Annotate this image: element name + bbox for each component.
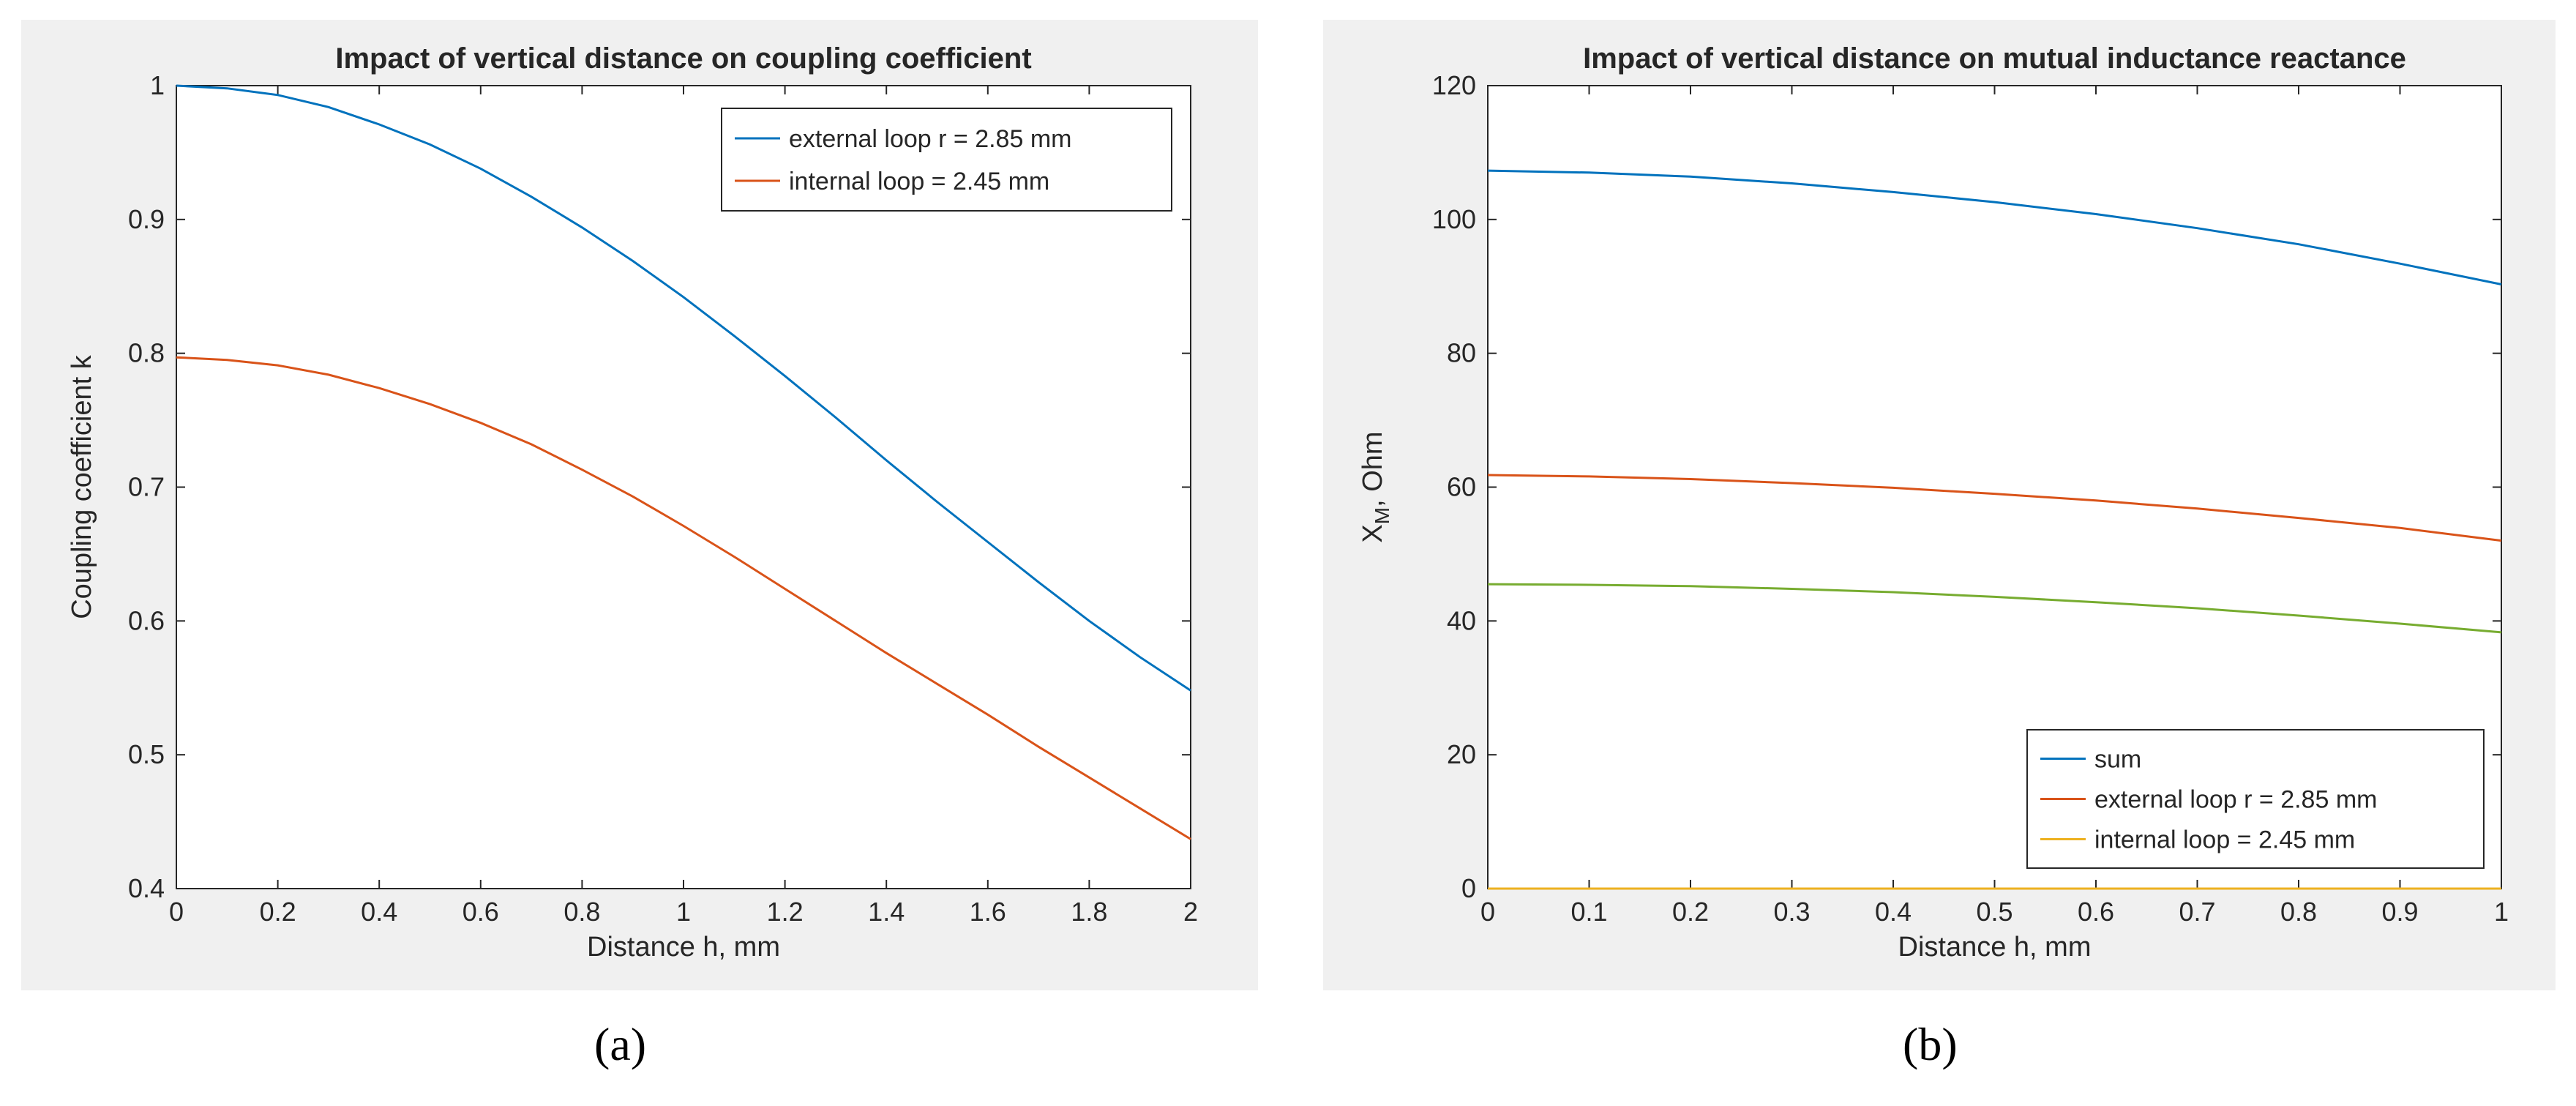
chart-a-x-tick-label: 0.6 <box>463 897 499 927</box>
chart-b-y-axis-label-main: X <box>1358 524 1388 542</box>
chart-a-y-tick-label: 0.5 <box>128 739 165 769</box>
chart-a-x-tick-label: 1.8 <box>1071 897 1107 927</box>
chart-b-x-tick-label: 0 <box>1480 897 1495 927</box>
chart-b-legend-label: internal loop = 2.45 mm <box>2094 826 2355 854</box>
chart-b-y-tick-label: 120 <box>1432 70 1476 100</box>
chart-b-legend-label: external loop r = 2.85 mm <box>2094 786 2377 814</box>
chart-a-y-tick-label: 1 <box>150 70 165 100</box>
chart-b-series-line-1 <box>1487 169 2502 285</box>
chart-b-x-tick-label: 0.3 <box>1773 897 1810 927</box>
chart-b-title: Impact of vertical distance on mutual in… <box>1583 42 2406 75</box>
chart-a-y-tick-label: 0.9 <box>128 204 165 234</box>
chart-a-title: Impact of vertical distance on coupling … <box>335 42 1031 75</box>
chart-b-y-tick-label: 80 <box>1447 338 1476 368</box>
chart-b-y-tick-label: 60 <box>1447 472 1476 502</box>
chart-b-y-tick-label: 100 <box>1432 204 1476 234</box>
chart-a-x-tick-label: 2 <box>1183 897 1198 927</box>
chart-a-x-tick-label: 0.2 <box>260 897 296 927</box>
chart-b-legend-label: sum <box>2094 746 2141 774</box>
chart-b-x-tick-label: 0.4 <box>1875 897 1912 927</box>
caption-a: (a) <box>594 1018 647 1070</box>
chart-b-x-tick-label: 0.7 <box>2179 897 2215 927</box>
chart-b-x-axis-label: Distance h, mm <box>1898 932 2092 963</box>
chart-b-y-axis-label-unit: , Ohm <box>1358 431 1388 507</box>
chart-a-plot-area <box>176 85 1191 889</box>
chart-a-x-axis-label: Distance h, mm <box>587 932 780 963</box>
chart-a-x-tick-label: 1 <box>676 897 691 927</box>
chart-b-y-tick-label: 0 <box>1461 873 1476 903</box>
chart-a-y-tick-label: 0.4 <box>128 873 165 903</box>
chart-b-series-line-4 <box>1487 583 2502 634</box>
chart-a-legend-box <box>721 108 1172 212</box>
chart-a-y-tick-label: 0.7 <box>128 472 165 502</box>
chart-a-x-tick-label: 0 <box>169 897 184 927</box>
chart-a-legend-label: external loop r = 2.85 mm <box>789 125 1071 153</box>
chart-a-x-tick-label: 1.2 <box>767 897 804 927</box>
chart-b-svg: 0 0.1 0.2 0.3 0.4 0.5 0.6 0.7 0.8 0.9 1 0 20 40 60 80 10… <box>1358 42 2509 963</box>
chart-a-x-tick-label: 0.4 <box>361 897 397 927</box>
chart-a-y-tick-label: 0.8 <box>128 338 165 368</box>
chart-b-y-tick-label: 20 <box>1447 739 1476 769</box>
chart-a-series-line-2 <box>176 356 1191 840</box>
chart-b-y-axis-label-sub: M <box>1371 507 1393 524</box>
chart-b-y-tick-label: 40 <box>1447 605 1476 635</box>
chart-b-x-tick-label: 0.2 <box>1672 897 1709 927</box>
chart-b-legend-box <box>2026 729 2485 869</box>
chart-a-svg: 0 0.2 0.4 0.6 0.8 1 1.2 1.4 1.6 1.8 2 0.4 0.5 0.6 0.7 0… <box>67 42 1198 963</box>
chart-a-y-tick-label: 0.6 <box>128 605 165 635</box>
chart-a-x-tick-label: 1.6 <box>970 897 1006 927</box>
chart-b-x-tick-label: 1 <box>2494 897 2509 927</box>
chart-a-x-tick-label: 1.4 <box>868 897 905 927</box>
figure-panel-a: 0 0.2 0.4 0.6 0.8 1 1.2 1.4 1.6 1.8 2 0.4 0.5 0.6 0.7 0… <box>21 20 1258 990</box>
chart-b-x-tick-label: 0.9 <box>2381 897 2418 927</box>
figure-panel-b: 0 0.1 0.2 0.3 0.4 0.5 0.6 0.7 0.8 0.9 1 0 20 40 60 80 10… <box>1323 20 2556 990</box>
chart-b-y-axis-label: XM, Ohm <box>1358 431 1393 542</box>
chart-a-legend-label: internal loop = 2.45 mm <box>789 168 1049 195</box>
chart-a-y-axis-label: Coupling coefficient k <box>67 354 97 619</box>
caption-b: (b) <box>1903 1018 1958 1070</box>
chart-b-y-axis-label-group: XM, Ohm <box>1358 431 1393 542</box>
chart-b-series-line-2 <box>1487 474 2502 542</box>
chart-b-x-tick-label: 0.5 <box>1976 897 2012 927</box>
chart-b-x-tick-label: 0.1 <box>1570 897 1607 927</box>
chart-a-x-tick-label: 0.8 <box>564 897 600 927</box>
chart-b-x-tick-label: 0.8 <box>2280 897 2317 927</box>
chart-b-x-tick-label: 0.6 <box>2078 897 2114 927</box>
chart-a-series-line-1 <box>176 84 1191 692</box>
